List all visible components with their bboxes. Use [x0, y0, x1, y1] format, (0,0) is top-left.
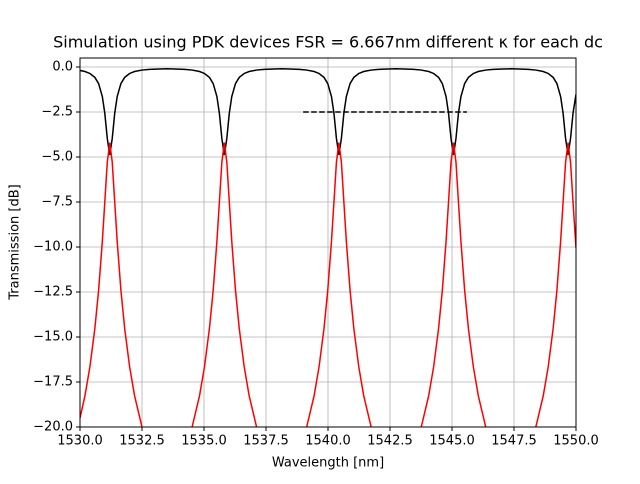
x-tick-label: 1535.0: [181, 434, 227, 449]
x-tick-label: 1532.5: [119, 434, 165, 449]
x-tick-label: 1545.0: [429, 434, 475, 449]
plot-area: [80, 68, 576, 427]
series-line: [80, 142, 576, 427]
x-tick-label: 1530.0: [57, 434, 103, 449]
y-tick-label: −10.0: [33, 240, 73, 255]
ticks: 1530.0 1532.5 1535.0 1537.5 1540.0 1542.5 1545…: [33, 60, 599, 449]
x-tick-label: 1547.5: [491, 434, 537, 449]
x-tick-label: 1540.0: [305, 434, 351, 449]
y-tick-label: −5.0: [41, 150, 73, 165]
x-tick-label: 1537.5: [243, 434, 289, 449]
y-tick-label: −17.5: [33, 375, 73, 390]
y-tick-label: −15.0: [33, 330, 73, 345]
x-tick-label: 1550.0: [553, 434, 599, 449]
y-axis-label: Transmission [dB]: [8, 184, 23, 300]
y-tick-label: −7.5: [41, 195, 73, 210]
y-tick-label: 0.0: [52, 60, 73, 75]
chart-title: Simulation using PDK devices FSR = 6.667…: [53, 33, 603, 52]
x-tick-label: 1542.5: [367, 434, 413, 449]
y-tick-label: −20.0: [33, 420, 73, 435]
y-tick-label: −2.5: [41, 105, 73, 120]
x-axis-label: Wavelength [nm]: [272, 456, 384, 471]
series-line: [80, 68, 576, 156]
y-tick-label: −12.5: [33, 285, 73, 300]
